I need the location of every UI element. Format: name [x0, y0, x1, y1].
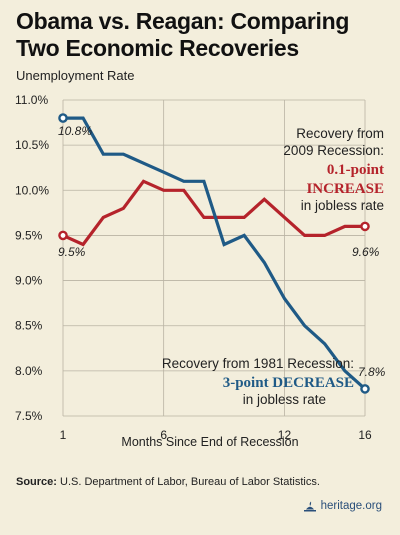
obama-note-line2: 2009 Recession: [283, 143, 384, 158]
brand-name: heritage.org [320, 500, 382, 512]
y-axis-title: Unemployment Rate [16, 68, 135, 83]
obama-note-line3: in jobless rate [301, 198, 384, 213]
liberty-lamp-icon [303, 501, 316, 511]
y-tick-labels: 11.0% 10.5% 10.0% 9.5% 9.0% 8.5% 8.0% 7.5% [15, 93, 49, 423]
reagan-endpoint-marker [58, 113, 68, 123]
y-tick-label: 9.0% [15, 274, 43, 288]
reagan-note-line1: Recovery from 1981 Recession: [162, 356, 354, 371]
reagan-endpoint-marker [360, 384, 370, 394]
grid-lines [62, 99, 366, 417]
obama-end-label: 9.6% [352, 245, 380, 259]
obama-start-label: 9.5% [58, 245, 86, 259]
series-lines [62, 116, 367, 391]
x-tick-label: 16 [358, 428, 372, 442]
obama-endpoint-marker [360, 221, 370, 232]
obama-note-highlight1: 0.1-point [327, 162, 384, 178]
x-tick-label: 6 [160, 428, 167, 442]
obama-note-highlight2: INCREASE [306, 181, 384, 197]
obama-note-line1: Recovery from [296, 126, 384, 141]
y-tick-label: 8.0% [15, 364, 43, 378]
y-tick-label: 8.5% [15, 319, 43, 333]
obama-endpoint-marker [58, 230, 68, 241]
y-tick-label: 10.0% [15, 183, 49, 197]
x-axis-label: Months Since End of Recession [121, 435, 298, 449]
source-note: Source: U.S. Department of Labor, Bureau… [16, 476, 320, 488]
series-markers [58, 113, 370, 394]
y-tick-label: 10.5% [15, 138, 49, 152]
reagan-end-label: 7.8% [358, 365, 386, 379]
source-label: Source: [16, 476, 57, 488]
obama-annotation: Recovery from 2009 Recession: 0.1-point … [283, 126, 384, 213]
x-tick-label: 12 [278, 428, 292, 442]
reagan-note-highlight: 3-point DECREASE [223, 375, 354, 391]
y-tick-label: 7.5% [15, 409, 43, 423]
source-text: U.S. Department of Labor, Bureau of Labo… [60, 476, 320, 488]
y-tick-label: 9.5% [15, 228, 43, 242]
y-tick-label: 11.0% [15, 93, 48, 107]
x-tick-label: 1 [60, 428, 67, 442]
chart-title: Obama vs. Reagan: Comparing Two Economic… [16, 8, 350, 61]
line-chart: 11.0%10.5%10.0%9.5%9.0%8.5%8.0%7.5% 1 6 12… [15, 93, 386, 449]
x-tick-labels: 1 6 12 16 [60, 428, 372, 442]
reagan-series-line [63, 116, 367, 391]
reagan-note-line3: in jobless rate [243, 392, 326, 407]
reagan-start-label: 10.8% [58, 124, 92, 138]
brand-link[interactable]: heritage.org [303, 500, 382, 512]
reagan-annotation: Recovery from 1981 Recession: 3-point DE… [162, 356, 354, 407]
